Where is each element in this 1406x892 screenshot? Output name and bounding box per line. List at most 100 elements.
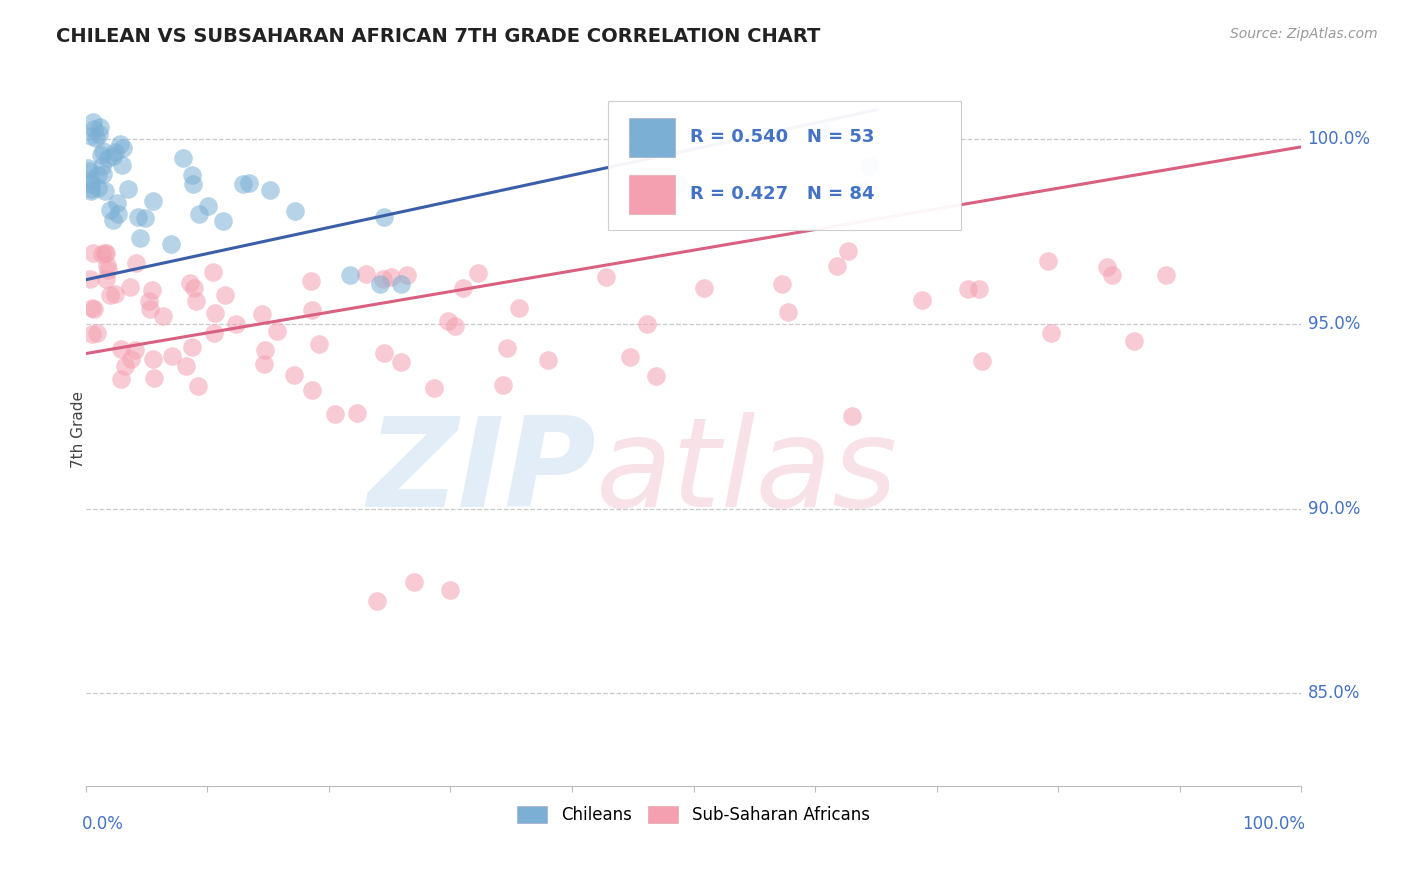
Point [160,349,183,363]
Point [152,310,174,324]
Point [124,343,146,358]
Point [82,327,104,342]
Point [80,178,103,192]
Point [86,326,108,341]
Point [83,301,105,316]
Point [142,371,165,385]
Text: ZIP: ZIP [367,411,596,533]
Point [956,282,979,296]
Point [181,178,204,192]
Point [181,168,204,182]
Point [98,203,121,218]
Text: R = 0.427   N = 84: R = 0.427 N = 84 [690,186,875,203]
Point [183,281,205,295]
Point [972,354,994,368]
Point [94,271,117,285]
Point [666,178,689,192]
Point [259,183,281,197]
Point [299,274,322,288]
Point [94,185,117,199]
Point [114,359,136,374]
Point [395,268,418,283]
Point [127,210,149,224]
Bar [628,175,675,214]
Point [108,137,131,152]
Point [308,336,330,351]
Point [160,236,183,251]
Point [373,210,395,224]
Point [134,211,156,225]
Text: R = 0.540   N = 53: R = 0.540 N = 53 [690,128,875,146]
Point [97,263,120,277]
Y-axis label: 7th Grade: 7th Grade [72,391,86,467]
Point [693,280,716,294]
Point [91,247,114,261]
Text: Source: ZipAtlas.com: Source: ZipAtlas.com [1230,27,1378,41]
Point [841,409,863,424]
Point [97,151,120,165]
Point [91,144,114,158]
Point [138,294,160,309]
Point [496,341,519,355]
Point [142,351,165,366]
Point [1095,260,1118,275]
Point [1101,268,1123,282]
Point [1122,334,1144,349]
Point [776,305,799,319]
Point [422,380,444,394]
Point [104,286,127,301]
Point [125,256,148,270]
Point [86,168,108,182]
Point [80,128,103,143]
Point [389,354,412,368]
Point [373,272,395,286]
Point [508,301,530,315]
Point [129,231,152,245]
Point [232,178,254,192]
Point [858,159,880,173]
Point [104,145,127,160]
Point [89,120,111,134]
Point [253,357,276,371]
Point [174,359,197,374]
Point [467,266,489,280]
Point [837,244,859,259]
Point [79,173,101,187]
Point [402,575,425,590]
Point [212,214,235,228]
Point [202,326,225,340]
Point [1156,268,1178,282]
Point [238,176,260,190]
Point [250,307,273,321]
Point [214,288,236,302]
Point [436,314,458,328]
Point [82,245,104,260]
Point [117,182,139,196]
Point [810,122,832,136]
Text: 90.0%: 90.0% [1308,500,1360,517]
Point [83,121,105,136]
Point [366,594,388,608]
Point [537,352,560,367]
Point [80,301,103,315]
Point [107,207,129,221]
Point [645,369,668,384]
Point [141,283,163,297]
Point [851,183,873,197]
Point [197,199,219,213]
Point [79,272,101,286]
Point [142,194,165,209]
Point [86,181,108,195]
Text: atlas: atlas [596,411,898,533]
Point [80,182,103,196]
Point [93,246,115,260]
Point [301,302,323,317]
Point [380,270,402,285]
Point [1036,254,1059,268]
Text: CHILEAN VS SUBSAHARAN AFRICAN 7TH GRADE CORRELATION CHART: CHILEAN VS SUBSAHARAN AFRICAN 7TH GRADE … [56,27,821,45]
Point [266,324,288,338]
Point [389,277,412,292]
Point [323,407,346,421]
Point [283,368,305,382]
Point [770,277,793,291]
